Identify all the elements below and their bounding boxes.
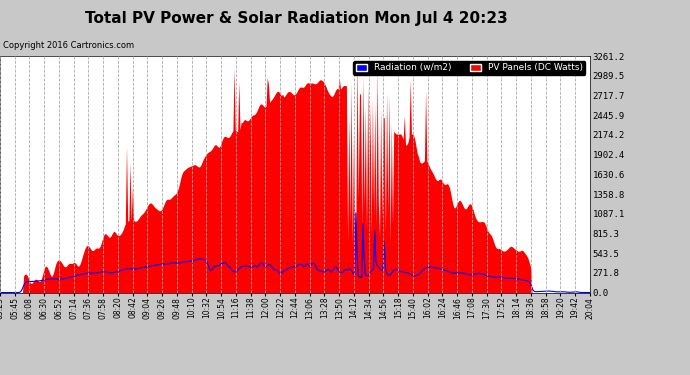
Legend: Radiation (w/m2), PV Panels (DC Watts): Radiation (w/m2), PV Panels (DC Watts) — [353, 61, 585, 75]
Text: Copyright 2016 Cartronics.com: Copyright 2016 Cartronics.com — [3, 41, 135, 50]
Text: Total PV Power & Solar Radiation Mon Jul 4 20:23: Total PV Power & Solar Radiation Mon Jul… — [86, 11, 508, 26]
